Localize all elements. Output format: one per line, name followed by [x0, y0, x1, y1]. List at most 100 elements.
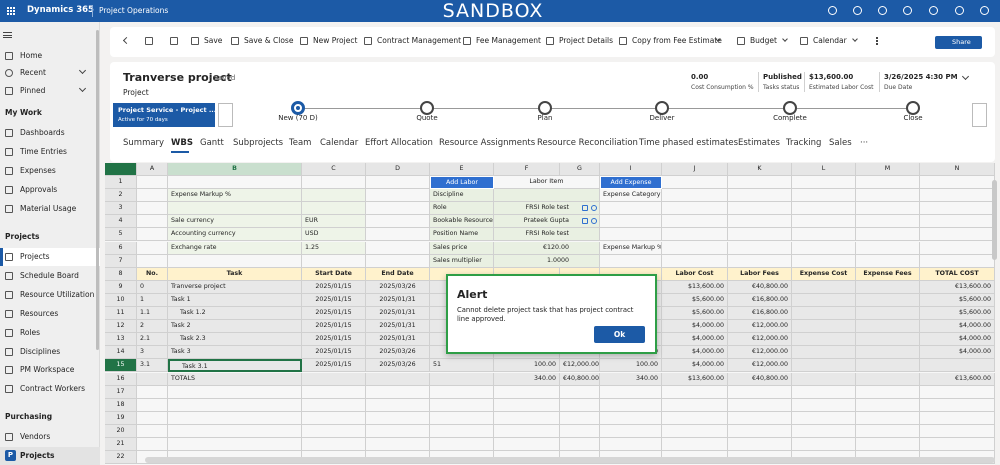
icon [800, 37, 808, 45]
command-button[interactable]: Project Details [559, 36, 614, 45]
nav-item[interactable]: Disciplines [20, 346, 61, 356]
empty-cell [137, 385, 168, 399]
stage-label[interactable]: Quote [416, 114, 438, 122]
nav-item[interactable]: Projects [20, 252, 50, 261]
command-button[interactable]: New Project [313, 36, 358, 45]
command-button[interactable]: Copy from Fee Estimate [632, 36, 722, 45]
lookup-icon[interactable] [591, 205, 597, 212]
process-active[interactable] [113, 103, 215, 127]
empty-cell [560, 438, 600, 452]
cell: €12,000.00 [728, 320, 792, 334]
process-name[interactable]: Project Service - Project ... [118, 106, 217, 114]
tab[interactable]: Resource Assignments [439, 138, 536, 148]
tab[interactable]: Team [289, 138, 312, 148]
nav-item[interactable]: PM Workspace [20, 365, 75, 375]
command-button[interactable]: Save [204, 36, 223, 45]
tab[interactable]: Calendar [320, 138, 359, 148]
nav-item[interactable]: Vendors [20, 432, 51, 441]
row-header: 3 [105, 202, 137, 216]
stage-circle[interactable] [655, 101, 669, 115]
nav-item[interactable]: Roles [20, 327, 41, 337]
area-switcher[interactable]: Projects [20, 451, 55, 460]
more-dot[interactable] [876, 43, 878, 45]
app-name[interactable]: Dynamics 365 [27, 5, 94, 15]
top-icon[interactable] [828, 6, 837, 15]
tab[interactable]: Resource Reconciliation [537, 138, 638, 148]
area-name[interactable]: Project Operations [99, 6, 169, 15]
nav-item[interactable]: Schedule Board [20, 270, 79, 280]
nav-item[interactable]: Approvals [20, 184, 58, 194]
h-scrollbar[interactable] [145, 457, 995, 463]
stage-label[interactable]: Complete [773, 114, 807, 122]
tab[interactable]: Time phased estimates [639, 138, 739, 148]
row-header: 6 [105, 241, 137, 255]
nav-item[interactable]: Home [20, 51, 43, 60]
top-icon[interactable] [903, 6, 912, 15]
stage-circle[interactable] [538, 101, 552, 115]
empty-cell [494, 398, 560, 412]
nav-item[interactable]: Time Entries [20, 146, 67, 156]
command-button[interactable]: Save & Close [244, 36, 294, 45]
empty-cell [168, 385, 302, 399]
stage-label[interactable]: Plan [537, 114, 553, 122]
top-icon[interactable] [955, 6, 964, 15]
process-next[interactable] [972, 103, 987, 127]
tab[interactable]: Summary [123, 138, 165, 148]
share-label[interactable]: Share [952, 38, 971, 46]
icon [5, 129, 13, 137]
nav-item[interactable]: Pinned [20, 86, 46, 95]
more-dot[interactable] [876, 40, 878, 42]
stage-label[interactable]: Close [903, 114, 923, 122]
command-button[interactable]: Calendar [813, 36, 847, 45]
stage-circle[interactable] [783, 101, 797, 115]
nav-section-title: My Work [5, 108, 42, 117]
empty-cell [856, 398, 920, 412]
tab[interactable]: Subprojects [233, 138, 284, 148]
cell: Task 3.1 [168, 359, 302, 373]
top-icon[interactable] [853, 6, 862, 15]
v-scrollbar[interactable] [992, 180, 997, 260]
tab[interactable]: Estimates [738, 138, 780, 148]
nav-item[interactable]: Recent [20, 68, 46, 77]
clear-icon[interactable] [582, 205, 588, 212]
command-button[interactable]: Budget [750, 36, 777, 45]
cell: €40,800.00 [560, 372, 600, 386]
ok-button[interactable]: Ok [594, 326, 645, 343]
nav-bottom-bg[interactable] [0, 447, 100, 465]
empty-cell [302, 189, 366, 203]
cell: Position Name [430, 228, 494, 242]
top-icon[interactable] [878, 6, 887, 15]
cell: €16,800.00 [728, 307, 792, 321]
nav-item[interactable]: Expenses [20, 165, 56, 175]
stage-label[interactable]: New (70 D) [278, 114, 318, 122]
command-button[interactable]: Fee Management [476, 36, 541, 45]
command-button[interactable]: Contract Management [377, 36, 462, 45]
tab[interactable]: Tracking [786, 138, 822, 148]
more-dot[interactable] [876, 37, 878, 39]
tab[interactable]: ··· [860, 138, 869, 148]
row-header: 2 [105, 189, 137, 203]
row-header: 15 [105, 359, 137, 373]
top-icon[interactable] [980, 6, 989, 15]
clear-icon[interactable] [582, 218, 588, 225]
nav-item[interactable]: Material Usage [20, 203, 77, 213]
stage-label[interactable]: Deliver [649, 114, 675, 122]
nav-item[interactable]: Contract Workers [20, 384, 85, 394]
stage-circle[interactable] [906, 101, 920, 115]
stage-circle[interactable] [420, 101, 434, 115]
column-header: G [560, 163, 600, 176]
process-prev[interactable] [218, 103, 233, 127]
tab[interactable]: Effort Allocation [365, 138, 433, 148]
row-header: 13 [105, 333, 137, 347]
share-button[interactable] [935, 36, 982, 49]
empty-cell [792, 176, 856, 190]
tab[interactable]: Sales [829, 138, 852, 148]
nav-item[interactable]: Resources [20, 308, 59, 318]
nav-item[interactable]: Resource Utilization [20, 289, 95, 299]
tab[interactable]: WBS [171, 138, 193, 148]
lookup-icon[interactable] [591, 218, 597, 225]
nav-item[interactable]: Dashboards [20, 128, 65, 137]
cell: 100.00 [600, 359, 662, 373]
top-icon[interactable] [929, 6, 938, 15]
tab[interactable]: Gantt [200, 138, 224, 148]
